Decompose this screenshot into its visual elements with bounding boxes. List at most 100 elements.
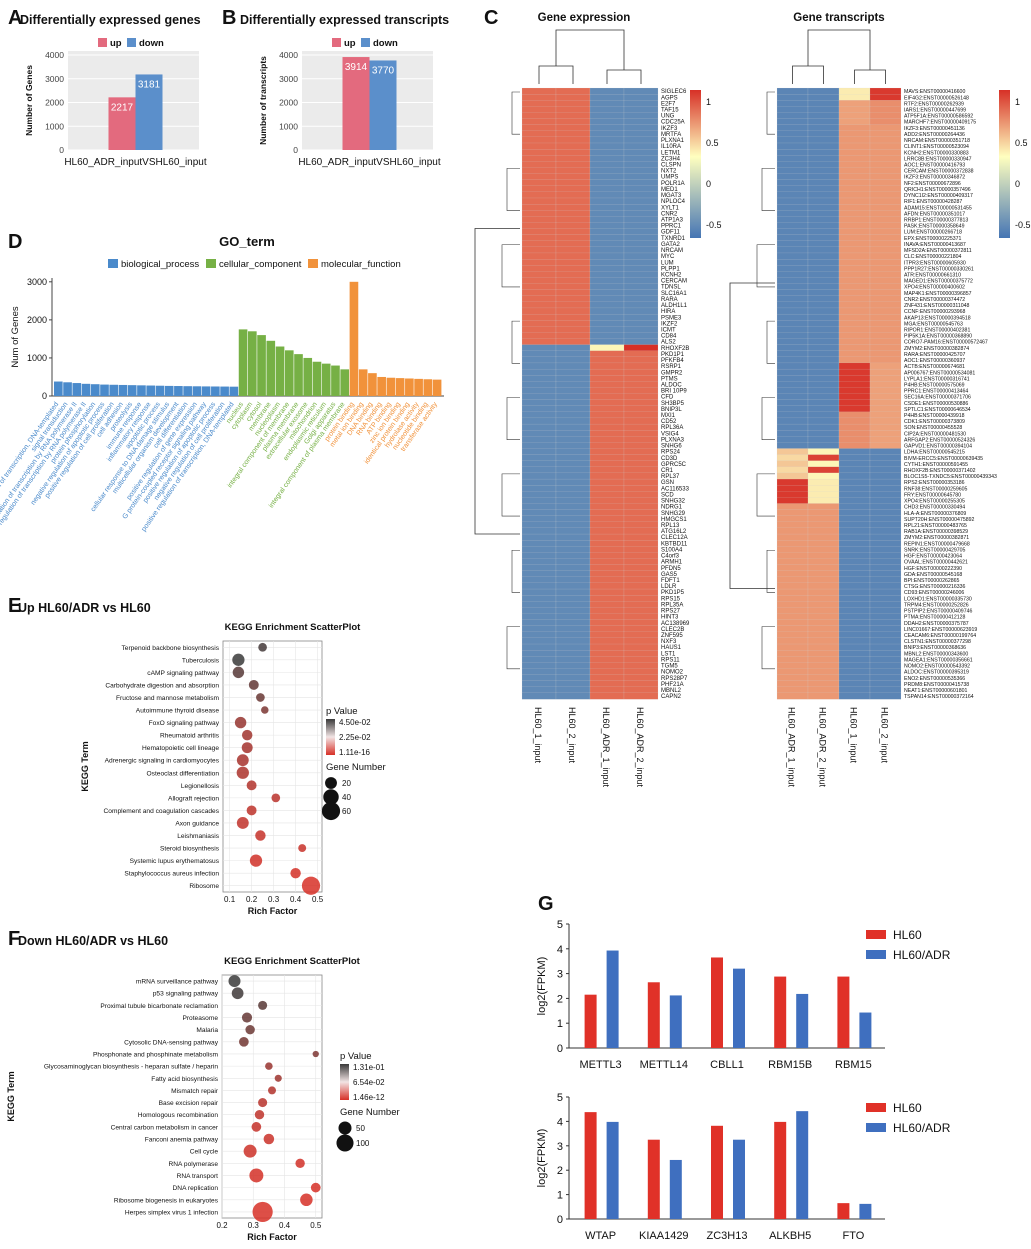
heatmap-cell — [838, 533, 871, 541]
scatter-point — [241, 729, 253, 741]
heatmap-row-label: RARA:ENST00000425707 — [904, 352, 966, 358]
heatmap-cell — [555, 491, 591, 498]
heatmap-row-label: PIP5K1A:ENST00000368890 — [904, 334, 972, 340]
y-axis-label: KEGG Term — [80, 741, 90, 791]
heatmap-cell — [589, 650, 625, 657]
heatmap-cell — [589, 637, 625, 645]
bar-up — [108, 97, 136, 150]
heatmap-cell — [838, 527, 871, 535]
legend-size-circle — [325, 777, 337, 789]
row-dendrogram-branch — [501, 244, 520, 288]
heatmap-cell — [555, 100, 591, 107]
heatmap-cell — [776, 601, 809, 608]
heatmap-cell — [555, 130, 591, 138]
heatmap-cell — [776, 680, 809, 688]
heatmap-row-label: MBNL2:ENST00000343600 — [904, 651, 968, 657]
heatmap-cell — [869, 619, 902, 627]
heatmap-row-label: GDF11 — [661, 230, 681, 236]
x-tick-label: 0.1 — [224, 895, 236, 904]
heatmap-cell — [776, 136, 809, 144]
heatmap-row-label: MARCHF7:ENST00000409175 — [904, 120, 976, 126]
bar-cellular_component — [284, 350, 294, 396]
bar-cellular_component — [266, 340, 276, 396]
heatmap-row-label: RPS15 — [661, 596, 681, 602]
heatmap-cell — [589, 546, 625, 553]
scatter-point — [271, 793, 281, 803]
heatmap-cell — [838, 332, 871, 339]
heatmap-cell — [555, 350, 591, 358]
heatmap-cell — [807, 252, 840, 260]
scatter-point — [228, 975, 241, 988]
bar-biological_process — [201, 386, 211, 396]
heatmap-cell — [807, 509, 840, 517]
heatmap-row-label: POLR1A — [661, 181, 685, 187]
y-axis-label: Number of transcripts — [258, 56, 268, 145]
chart-title-a: Differentially expressed genes — [20, 13, 201, 27]
heatmap-cell — [838, 595, 871, 602]
heatmap-row-label: IKZF2 — [661, 321, 678, 327]
scatter-point — [267, 1086, 277, 1095]
scatter-point — [261, 706, 269, 714]
heatmap-cell — [869, 625, 902, 633]
heatmap-row-label: INAVA:ENST00000413687 — [904, 242, 966, 248]
heatmap-cell — [807, 460, 840, 468]
heatmap-cell — [623, 326, 659, 333]
heatmap-cell — [869, 387, 902, 394]
heatmap-cell — [589, 301, 625, 309]
heatmap-cell — [838, 509, 871, 517]
heatmap-column-label: HL60_ADR_2_input — [818, 707, 828, 788]
heatmap-cell — [623, 124, 659, 132]
heatmap-cell — [521, 393, 557, 400]
heatmap-cell — [838, 650, 871, 657]
heatmap-row-label: RIF1:ENST00000428287 — [904, 199, 962, 205]
heatmap-cell — [776, 234, 809, 242]
heatmap-cell — [623, 442, 659, 449]
heatmap-cell — [623, 191, 659, 199]
heatmap-cell — [589, 656, 625, 663]
heatmap-row-label: SNHG32 — [661, 499, 686, 505]
heatmap-cell — [869, 240, 902, 248]
heatmap-row-label: MED1 — [661, 187, 678, 193]
heatmap-cell — [869, 173, 902, 181]
heatmap-cell — [521, 381, 557, 388]
heatmap-row-label: E2F7 — [661, 101, 676, 107]
heatmap-cell — [555, 601, 591, 608]
heatmap-cell — [776, 265, 809, 272]
y-tick-label: 0 — [42, 391, 47, 401]
heatmap-cell — [776, 558, 809, 565]
heatmap-cell — [807, 136, 840, 144]
heatmap-cell — [589, 216, 625, 223]
heatmap-cell — [869, 155, 902, 162]
heatmap-cell — [589, 509, 625, 517]
heatmap-cell — [869, 436, 902, 443]
heatmap-row-label: CLC:ENST00000221804 — [904, 254, 962, 260]
heatmap-cell — [869, 106, 902, 113]
heatmap-row-label: AOC1:ENST00000360937 — [904, 358, 965, 364]
y-axis-label: Num of Genes — [10, 306, 21, 367]
heatmap-cell — [838, 210, 871, 217]
heatmap-cell — [776, 686, 809, 694]
heatmap-cell — [869, 295, 902, 303]
heatmap-cell — [776, 662, 809, 669]
heatmap-cell — [776, 393, 809, 400]
heatmap-cell — [776, 332, 809, 339]
heatmap-cell — [589, 350, 625, 358]
heatmap-cell — [776, 142, 809, 150]
heatmap-cell — [807, 204, 840, 211]
legend-label: HL60/ADR — [893, 948, 951, 962]
bar-biological_process — [211, 386, 220, 396]
term-label: Complement and coagulation cascades — [104, 808, 220, 815]
heatmap-cell — [869, 411, 902, 419]
heatmap-row-label: AFDN:ENST00000351017 — [904, 211, 965, 217]
heatmap-row-label: RPL35A — [661, 602, 683, 608]
heatmap-cell — [589, 332, 625, 339]
heatmap-cell — [521, 252, 557, 260]
heatmap-cell — [807, 161, 840, 168]
heatmap-cell — [623, 668, 659, 675]
heatmap-cell — [807, 625, 840, 633]
bar-molecular_function — [377, 376, 386, 396]
heatmap-cell — [521, 271, 557, 278]
panel-header-f: Down HL60/ADR vs HL60 — [18, 934, 168, 948]
heatmap-cell — [838, 546, 871, 553]
row-dendrogram-branch — [506, 397, 520, 440]
